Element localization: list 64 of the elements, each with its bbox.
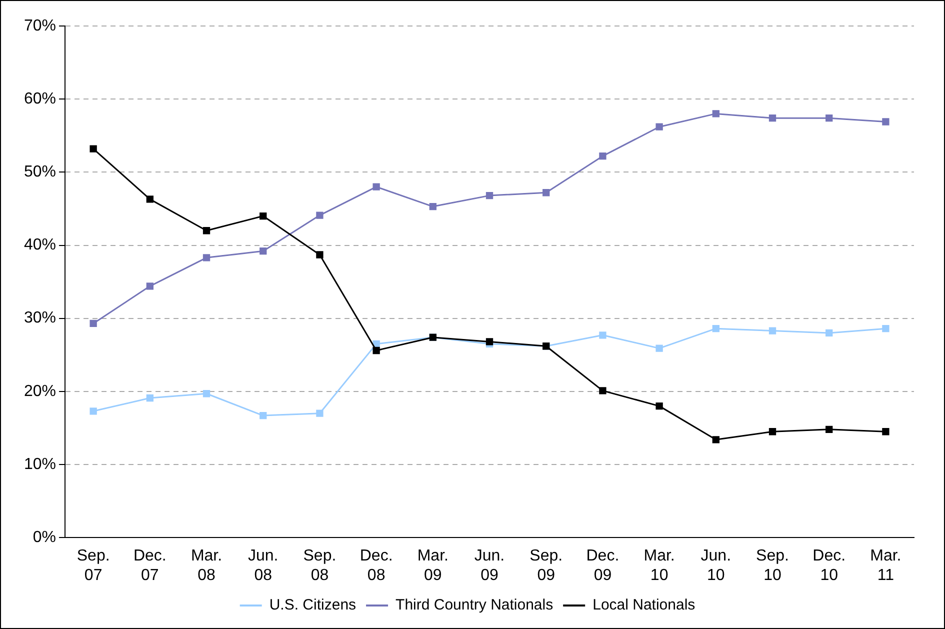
point: [202, 254, 210, 262]
point: [372, 183, 380, 190]
point: [599, 332, 606, 339]
x-tick-label: Sep. 10: [756, 548, 789, 584]
point: [202, 390, 210, 398]
point: [768, 327, 776, 334]
legend-label: Local Nationals: [592, 596, 696, 614]
y-tick-label: 30%: [24, 310, 56, 327]
point: [712, 324, 720, 332]
x-tick-label: Sep. 08: [303, 548, 336, 584]
y-tick-label: 20%: [24, 382, 56, 400]
y-tick-label: 10%: [24, 456, 56, 473]
x-tick-label: Mar. 10: [644, 548, 675, 584]
x-tick-label: Sep. 07: [76, 548, 110, 584]
point: [90, 145, 97, 152]
point: [260, 212, 267, 220]
point: [599, 152, 606, 160]
point: [882, 118, 890, 126]
y-tick-label: 50%: [24, 164, 56, 181]
point: [260, 248, 267, 255]
point: [712, 436, 720, 444]
x-tick-label: Mar. 08: [190, 548, 222, 584]
point: [146, 196, 154, 203]
y-tick-label: 0%: [32, 529, 56, 546]
x-tick-label: Dec. 09: [586, 548, 620, 584]
point: [429, 202, 436, 210]
point: [599, 387, 606, 394]
legend-label: Third Country Nationals: [396, 596, 554, 614]
point: [826, 114, 833, 122]
point: [656, 402, 663, 410]
point: [542, 189, 550, 196]
point: [260, 412, 267, 420]
y-tick-label: 60%: [24, 90, 56, 108]
x-tick-label: Jun. 10: [700, 548, 732, 584]
legend-label: U.S. Citizens: [269, 596, 356, 614]
x-tick-label: Dec. 10: [812, 548, 846, 584]
point: [316, 410, 324, 417]
x-tick-label: Jun. 09: [474, 548, 505, 584]
x-tick-label: Mar. 09: [417, 548, 448, 584]
x-tick-label: Sep. 09: [530, 548, 563, 584]
y-tick-label: 40%: [24, 236, 56, 254]
point: [882, 428, 890, 436]
point: [882, 324, 890, 332]
point: [826, 329, 833, 337]
x-tick-label: Mar. 11: [870, 548, 902, 584]
x-tick-label: Jun. 08: [248, 548, 278, 584]
point: [768, 428, 776, 436]
point: [826, 426, 833, 434]
point: [316, 251, 324, 258]
point: [90, 320, 97, 328]
point: [146, 282, 154, 290]
x-tick-label: Dec. 07: [133, 548, 166, 584]
point: [372, 346, 380, 354]
point: [656, 344, 663, 352]
point: [316, 212, 324, 219]
point: [486, 192, 494, 200]
point: [768, 114, 776, 122]
point: [202, 227, 210, 234]
point: [146, 394, 154, 402]
point: [90, 408, 97, 415]
y-tick-label: 70%: [24, 17, 56, 34]
x-tick-label: Dec. 08: [360, 548, 393, 584]
point: [656, 123, 663, 130]
point: [712, 110, 720, 118]
